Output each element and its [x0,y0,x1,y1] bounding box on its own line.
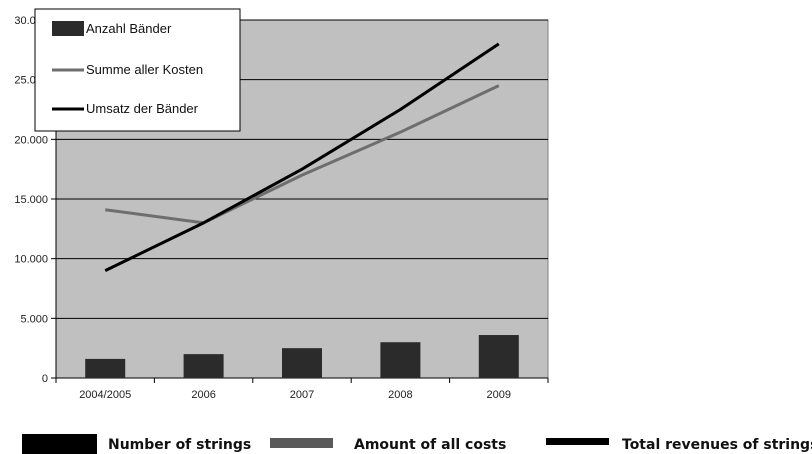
bar-series [85,335,519,378]
series-line [105,84,500,225]
legend-swatch-bars [52,21,84,36]
bar [380,342,421,378]
legend-label-costs: Summe aller Kosten [86,62,203,77]
y-tick-label: 20.000 [14,134,48,146]
legend-label-bars: Anzahl Bänder [86,21,172,36]
en-legend-label-revenues: Total revenues of strings [622,437,812,453]
y-tick-label: 5.000 [20,313,48,325]
y-tick-label: 10.000 [14,254,48,266]
series-line [104,42,500,272]
x-tick-label: 2006 [191,389,215,401]
en-legend-label-costs: Amount of all costs [354,437,506,453]
y-tick-label: 0 [42,373,48,385]
bar [183,354,224,378]
legend: Anzahl Bänder Summe aller Kosten Umsatz … [34,8,241,132]
x-tick-label: 2007 [290,389,314,401]
bar [282,348,322,378]
en-legend-label-strings: Number of strings [108,437,251,453]
line-series [104,42,500,272]
x-axis-ticks: 2004/2005 2006 2007 2008 2009 [55,377,549,401]
bar [85,358,126,378]
x-tick-label: 2004/2005 [79,389,131,401]
x-tick-label: 2009 [487,389,511,401]
y-tick-label: 15.000 [14,194,48,206]
en-legend-swatch-costs [270,438,333,448]
english-legend: Number of strings Amount of all costs To… [22,434,812,454]
legend-label-revenue: Umsatz der Bänder [86,101,199,116]
x-tick-label: 2008 [388,389,412,401]
bar [478,335,519,378]
en-legend-swatch-strings [22,434,97,454]
en-legend-swatch-revenues [546,438,609,445]
